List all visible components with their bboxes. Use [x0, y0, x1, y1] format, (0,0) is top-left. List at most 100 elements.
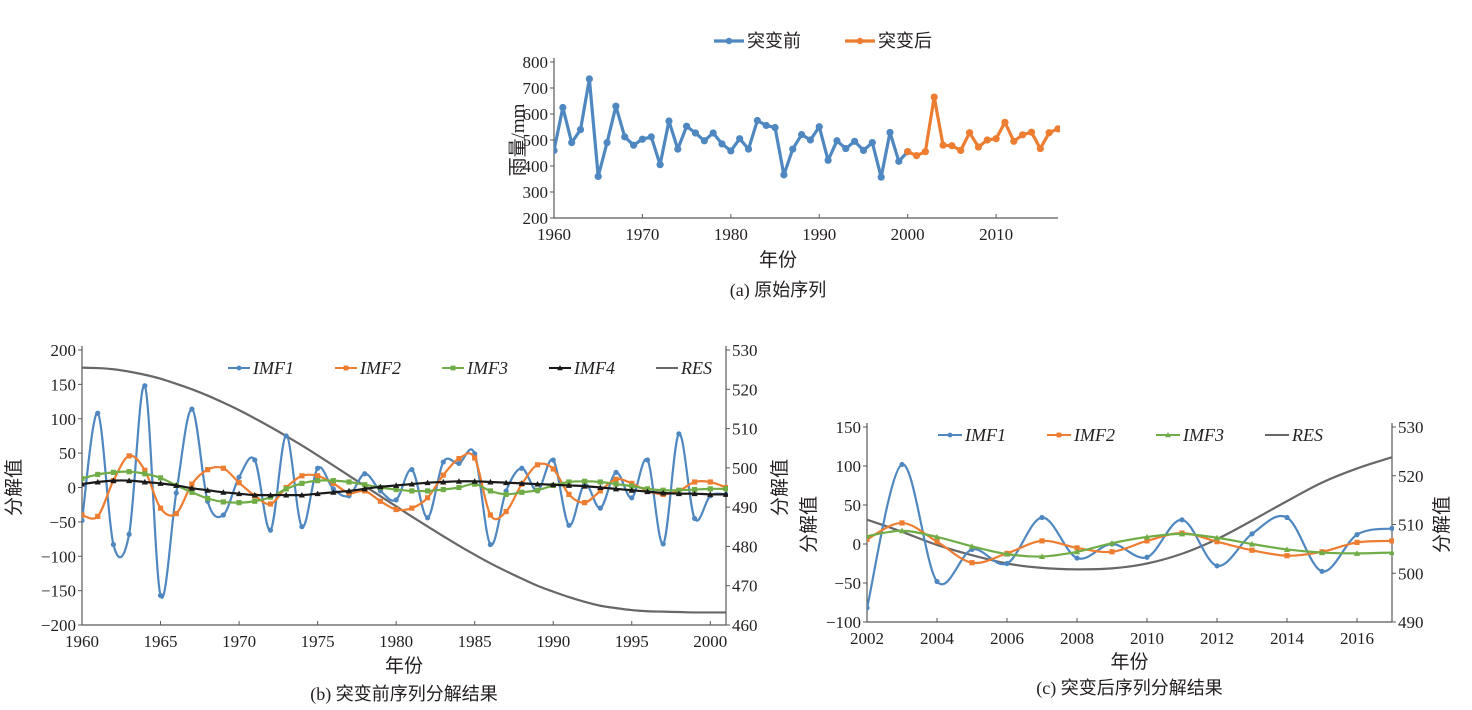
- data-point-IMF3: [582, 478, 588, 484]
- data-point-IMF1: [676, 431, 682, 437]
- data-point-突变前: [674, 145, 682, 153]
- data-point-IMF3: [362, 482, 368, 488]
- legend-marker: [725, 37, 733, 45]
- data-point-IMF3: [487, 488, 493, 494]
- legend-marker: [557, 365, 563, 371]
- y-tick-label: 0: [853, 535, 862, 554]
- data-point-IMF4: [455, 478, 463, 484]
- series-line-突变后: [907, 95, 1059, 158]
- data-point-IMF4: [251, 491, 258, 498]
- data-point-IMF4: [424, 479, 431, 486]
- data-point-IMF3: [1248, 540, 1256, 547]
- data-point-IMF1: [82, 517, 85, 524]
- data-point-突变前: [621, 133, 629, 141]
- data-point-突变后: [939, 141, 947, 149]
- series-line-IMF2: [867, 521, 1393, 565]
- y2-tick-label: 480: [732, 537, 758, 556]
- data-point-IMF4: [660, 489, 667, 496]
- legend-label: IMF2: [359, 358, 401, 378]
- data-point-突变前: [797, 130, 806, 139]
- data-point-IMF3: [440, 486, 446, 493]
- y-tick-label: 100: [51, 410, 77, 429]
- data-point-突变前: [762, 121, 770, 130]
- x-tick-label: 2000: [693, 632, 727, 651]
- data-point-IMF3: [1143, 533, 1151, 540]
- x-tick-label: 1970: [625, 225, 659, 244]
- y-tick-label: 200: [51, 341, 77, 360]
- data-point-IMF1: [566, 522, 572, 528]
- y-tick-label: 50: [844, 496, 861, 515]
- data-point-IMF4: [267, 491, 274, 498]
- data-point-IMF4: [298, 491, 306, 498]
- legend: IMF1 IMF2 IMF3 RES: [938, 425, 1323, 445]
- data-point-IMF4: [518, 480, 525, 486]
- y-tick-label: −100: [826, 613, 861, 632]
- data-point-IMF3: [82, 475, 85, 482]
- data-point-突变后: [1010, 137, 1018, 145]
- data-point-IMF1: [330, 486, 336, 492]
- data-point-IMF3: [1353, 550, 1361, 556]
- legend-item-突变后: 突变后: [845, 31, 932, 51]
- y-axis-title: 雨量/mm: [508, 103, 529, 176]
- chart-a-original-series: 200 300 400 500 600 700 800 1960 1970 1980 1990 200…: [508, 31, 1060, 301]
- legend-item-RES: RES: [1265, 425, 1323, 445]
- x-tick-label: 1980: [379, 632, 413, 651]
- legend-item-IMF3: IMF3: [442, 358, 508, 378]
- data-point-突变后: [1054, 125, 1060, 133]
- x-tick-label: 1975: [301, 632, 335, 651]
- data-point-IMF3: [1213, 534, 1221, 541]
- data-point-突变后: [904, 148, 912, 156]
- data-point-IMF3: [299, 480, 305, 486]
- data-point-IMF2: [409, 505, 415, 511]
- y-axis-title: 分解值: [3, 459, 25, 516]
- data-point-IMF1: [456, 460, 462, 467]
- series-IMF4: [82, 477, 728, 498]
- data-point-IMF1: [867, 605, 870, 611]
- data-point-IMF4: [550, 481, 557, 488]
- series-IMF2: [867, 520, 1394, 566]
- data-point-IMF4: [220, 489, 227, 495]
- series-IMF1: [82, 383, 728, 599]
- data-point-IMF3: [189, 489, 195, 495]
- data-point-IMF4: [126, 477, 133, 484]
- data-point-IMF2: [456, 456, 462, 462]
- legend-label: RES: [1291, 425, 1323, 445]
- data-point-IMF2: [424, 495, 431, 501]
- data-point-IMF2: [267, 501, 274, 507]
- data-point-IMF2: [503, 508, 509, 515]
- data-point-突变前: [709, 129, 717, 137]
- data-point-IMF4: [534, 480, 541, 487]
- chart-c-post-mutation-decomposition: −100 −50 0 50 100 150 490 500 510 520 530 2002 2004 2…: [798, 418, 1453, 699]
- legend-label: IMF4: [573, 358, 615, 378]
- plot-area: [82, 366, 728, 614]
- data-point-IMF2: [393, 506, 399, 513]
- data-point-IMF3: [1178, 530, 1186, 537]
- data-point-突变后: [1027, 128, 1036, 136]
- data-point-突变前: [603, 139, 611, 147]
- data-point-突变前: [736, 135, 744, 143]
- x-tick-label: 2010: [979, 225, 1013, 244]
- legend-marker: [856, 37, 864, 45]
- y-tick-label: −150: [41, 582, 76, 601]
- legend-marker: [947, 432, 953, 438]
- legend: 突变前 突变后: [714, 31, 932, 51]
- x-axis-title: 年份: [385, 655, 423, 677]
- x-tick-label: 1990: [536, 632, 570, 651]
- data-point-IMF3: [691, 486, 698, 493]
- x-tick-label: 2000: [891, 225, 925, 244]
- data-point-IMF3: [205, 495, 211, 502]
- legend-label: IMF1: [252, 358, 294, 378]
- data-point-IMF1: [899, 461, 905, 468]
- data-point-IMF4: [565, 482, 573, 488]
- y-axis-title: 分解值: [798, 496, 820, 553]
- data-point-IMF3: [867, 533, 871, 539]
- chart-b-pre-mutation-decomposition: −200 −150 −100 −50 0 50 100 150 200 460 470 480 490 5…: [3, 341, 791, 705]
- data-point-IMF3: [252, 498, 258, 504]
- y-tick-label: 0: [68, 479, 77, 498]
- data-point-IMF2: [236, 480, 242, 486]
- data-point-IMF4: [440, 478, 447, 485]
- data-point-IMF3: [534, 487, 541, 493]
- y-tick-label: −100: [41, 547, 76, 566]
- data-point-IMF3: [424, 488, 431, 494]
- data-point-IMF3: [566, 479, 572, 485]
